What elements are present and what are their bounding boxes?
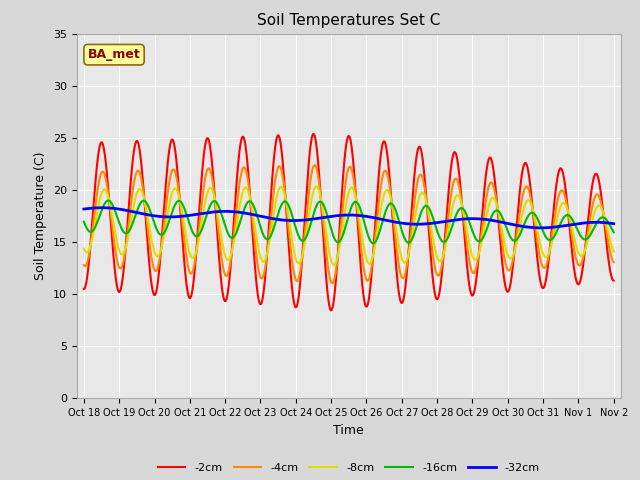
- -8cm: [600, 211, 607, 217]
- -32cm: [600, 220, 607, 226]
- -16cm: [307, 223, 314, 228]
- -8cm: [284, 204, 291, 210]
- Title: Soil Temperatures Set C: Soil Temperatures Set C: [257, 13, 440, 28]
- -32cm: [284, 217, 291, 223]
- Line: -2cm: -2cm: [84, 134, 614, 311]
- -32cm: [543, 225, 550, 230]
- -16cm: [284, 200, 291, 206]
- Line: -4cm: -4cm: [84, 165, 614, 283]
- -2cm: [328, 308, 335, 313]
- -16cm: [80, 219, 88, 225]
- -2cm: [543, 273, 550, 279]
- -4cm: [172, 171, 180, 177]
- -32cm: [141, 211, 148, 217]
- -4cm: [543, 262, 550, 267]
- -32cm: [80, 206, 88, 212]
- -16cm: [369, 240, 377, 246]
- -8cm: [306, 205, 314, 211]
- -32cm: [610, 221, 618, 227]
- -8cm: [172, 186, 180, 192]
- -2cm: [310, 131, 317, 137]
- -2cm: [80, 286, 88, 292]
- -2cm: [306, 147, 314, 153]
- Text: BA_met: BA_met: [88, 48, 140, 61]
- -32cm: [537, 225, 545, 231]
- -8cm: [80, 246, 88, 252]
- -16cm: [543, 235, 550, 241]
- Line: -8cm: -8cm: [84, 186, 614, 265]
- Legend: -2cm, -4cm, -8cm, -16cm, -32cm: -2cm, -4cm, -8cm, -16cm, -32cm: [153, 459, 545, 478]
- -8cm: [312, 183, 320, 189]
- -16cm: [600, 215, 607, 220]
- -4cm: [284, 210, 291, 216]
- -4cm: [311, 162, 319, 168]
- -32cm: [172, 214, 180, 220]
- -4cm: [140, 196, 148, 202]
- -2cm: [172, 152, 180, 157]
- X-axis label: Time: Time: [333, 424, 364, 437]
- -16cm: [141, 198, 148, 204]
- Line: -32cm: -32cm: [84, 208, 614, 228]
- -4cm: [80, 262, 88, 268]
- -2cm: [140, 196, 148, 202]
- Y-axis label: Soil Temperature (C): Soil Temperature (C): [35, 152, 47, 280]
- -4cm: [306, 180, 314, 186]
- -2cm: [284, 219, 291, 225]
- -32cm: [307, 216, 314, 222]
- -2cm: [610, 278, 618, 284]
- -16cm: [610, 229, 618, 235]
- -2cm: [600, 214, 607, 219]
- -8cm: [330, 262, 338, 268]
- -16cm: [104, 198, 112, 204]
- -8cm: [543, 254, 550, 260]
- -4cm: [600, 213, 607, 218]
- -8cm: [610, 249, 618, 254]
- Line: -16cm: -16cm: [84, 201, 614, 243]
- -16cm: [172, 200, 180, 206]
- -4cm: [610, 259, 618, 265]
- -4cm: [328, 280, 336, 286]
- -32cm: [98, 205, 106, 211]
- -8cm: [140, 197, 148, 203]
